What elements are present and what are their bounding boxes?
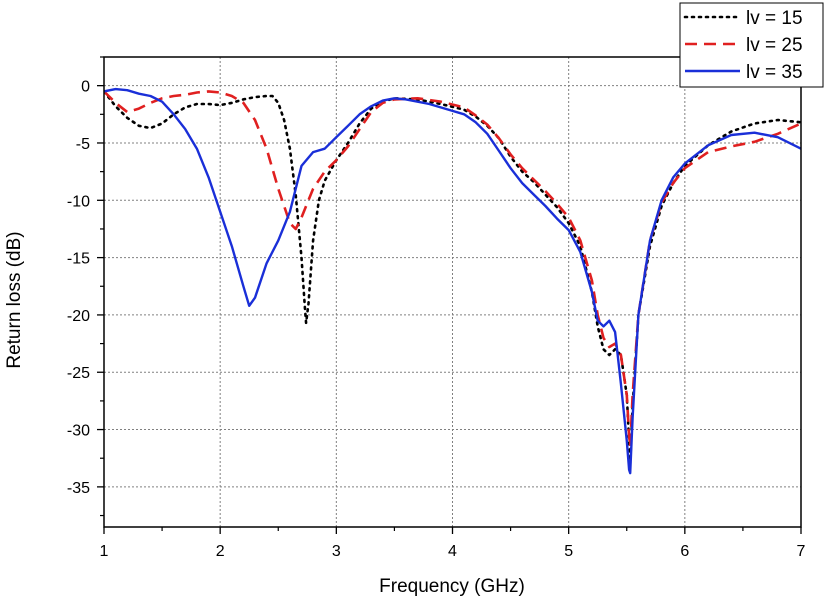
grid-lines xyxy=(104,57,801,527)
legend-label-3: lv = 35 xyxy=(746,62,803,83)
x-axis-label: Frequency (GHz) xyxy=(379,576,525,597)
y-tick-label: -5 xyxy=(76,136,90,153)
x-tick-label: 7 xyxy=(797,543,806,560)
x-tick-label: 1 xyxy=(100,543,109,560)
legend: lv = 15 lv = 25 lv = 35 xyxy=(679,2,824,88)
legend-label-1: lv = 15 xyxy=(746,8,803,29)
x-tick-label: 4 xyxy=(448,543,457,560)
legend-label-2: lv = 25 xyxy=(746,35,803,56)
x-tick-label: 6 xyxy=(680,543,689,560)
x-tick-label: 3 xyxy=(332,543,341,560)
axis-ticks xyxy=(97,56,802,534)
y-tick-label: -15 xyxy=(67,251,90,268)
y-tick-label: -25 xyxy=(67,365,90,382)
y-tick-label: -30 xyxy=(67,423,90,440)
plot-frame xyxy=(103,56,802,528)
y-tick-label: -10 xyxy=(67,193,90,210)
series-layer xyxy=(104,87,801,475)
y-tick-label: -20 xyxy=(67,308,90,325)
y-tick-label: 0 xyxy=(81,79,90,96)
x-tick-label: 5 xyxy=(564,543,573,560)
y-tick-label: -35 xyxy=(67,480,90,497)
legend-box xyxy=(679,2,824,88)
tick-labels: 1 2 3 4 5 6 7 0 -5 -10 -15 -20 -25 -30 -35 xyxy=(67,79,806,560)
x-tick-label: 2 xyxy=(216,543,225,560)
y-axis-label: Return loss (dB) xyxy=(4,231,25,368)
series-line-3 xyxy=(104,87,801,475)
